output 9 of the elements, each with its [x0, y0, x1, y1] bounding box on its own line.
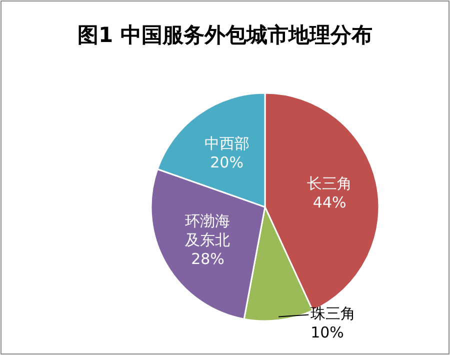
slice-label: 长三角 — [307, 174, 352, 192]
slice-label: 珠三角 — [310, 304, 356, 323]
data-label: 44% — [312, 193, 346, 212]
data-label: 28% — [191, 250, 224, 268]
slice-label: 环渤海及东北 — [185, 212, 230, 250]
data-label: 10% — [310, 324, 344, 342]
data-label: 20% — [210, 154, 244, 172]
chart-title: 图1 中国服务外包城市地理分布 — [78, 23, 372, 47]
slice-label: 中西部 — [204, 134, 250, 153]
